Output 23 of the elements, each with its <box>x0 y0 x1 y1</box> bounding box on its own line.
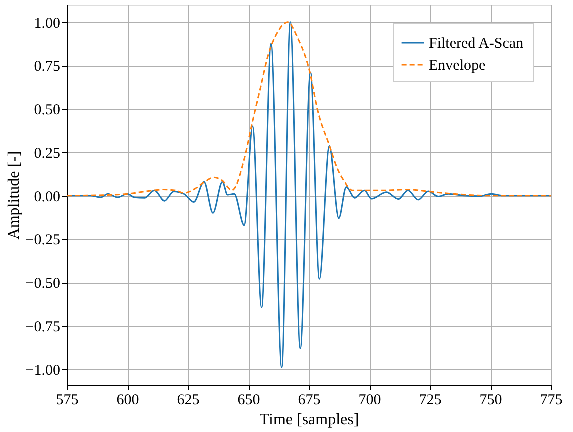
y-tick-label: −1.00 <box>26 362 60 379</box>
x-tick-label: 725 <box>419 392 442 408</box>
x-tick-label: 600 <box>116 392 140 408</box>
x-tick-label: 700 <box>358 392 382 408</box>
x-tick-label: 775 <box>540 392 563 408</box>
line-series <box>67 22 551 197</box>
x-axis-title: Time [samples] <box>260 412 360 428</box>
y-tick-label: −0.25 <box>26 232 60 249</box>
y-axis-title: Amplitude [-] <box>6 151 23 240</box>
y-tick-label: 0.50 <box>34 102 60 119</box>
y-tick-label: −0.75 <box>26 320 60 336</box>
y-tick-label: 1.00 <box>34 16 60 32</box>
x-tick-label: 675 <box>298 392 321 408</box>
x-tick-label: 575 <box>56 392 79 408</box>
y-tick-label: 0.25 <box>34 146 60 162</box>
y-tick-label: 0.75 <box>34 59 60 76</box>
y-tick-label: 0.00 <box>34 189 60 206</box>
x-tick-label: 750 <box>480 392 502 408</box>
x-tick-label: 650 <box>238 392 260 408</box>
legend-label: Envelope <box>429 58 486 74</box>
x-tick-label: 625 <box>177 392 200 408</box>
legend-label: Filtered A-Scan <box>429 36 524 52</box>
y-tick-label: −0.50 <box>26 276 60 292</box>
